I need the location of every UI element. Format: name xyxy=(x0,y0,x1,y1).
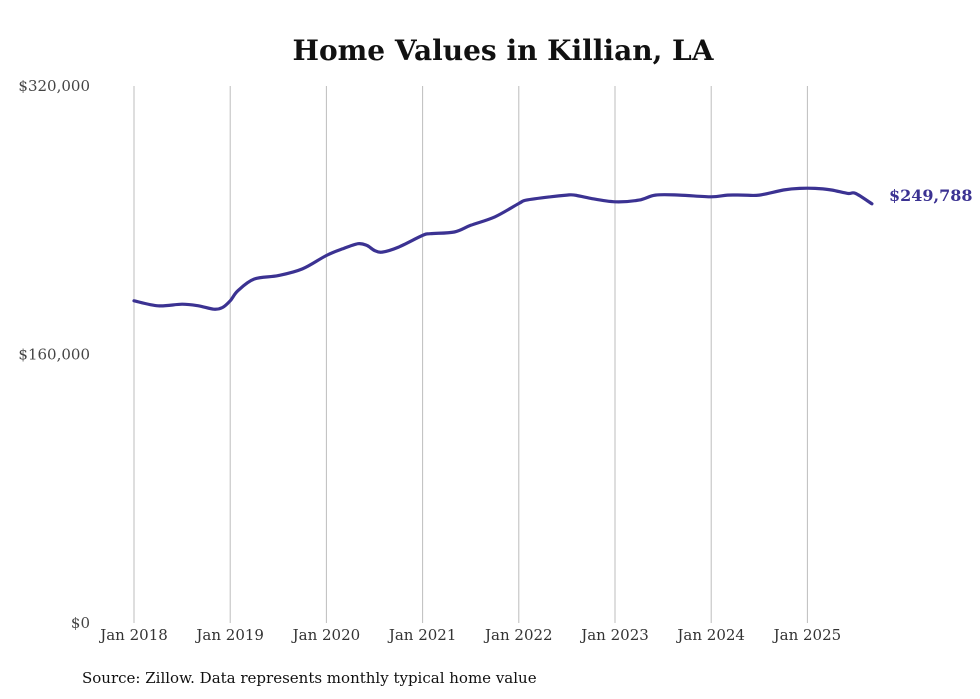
series-line-home-value xyxy=(132,186,874,311)
x-tick-label: Jan 2024 xyxy=(675,626,745,644)
x-tick-label: Jan 2020 xyxy=(291,626,361,644)
series-layer xyxy=(132,186,874,311)
x-tick-label: Jan 2022 xyxy=(483,626,553,644)
x-tick-label: Jan 2019 xyxy=(194,626,264,644)
x-axis-ticks: Jan 2018 Jan 2019 Jan 2020 Jan 2021 Jan 2022… xyxy=(98,626,841,644)
x-tick-label: Jan 2018 xyxy=(98,626,168,644)
gridlines xyxy=(133,86,808,623)
y-tick-label: $160,000 xyxy=(18,346,90,364)
source-note: Source: Zillow. Data represents monthly … xyxy=(82,669,537,687)
chart-title: Home Values in Killian, LA xyxy=(293,34,715,67)
y-tick-label: $0 xyxy=(71,614,90,632)
x-tick-label: Jan 2025 xyxy=(772,626,842,644)
x-tick-label: Jan 2021 xyxy=(387,626,457,644)
y-tick-label: $320,000 xyxy=(18,77,90,95)
end-value-label: $249,788 xyxy=(889,186,973,205)
x-tick-label: Jan 2023 xyxy=(579,626,649,644)
y-axis-ticks: $0 $160,000 $320,000 xyxy=(18,77,90,632)
